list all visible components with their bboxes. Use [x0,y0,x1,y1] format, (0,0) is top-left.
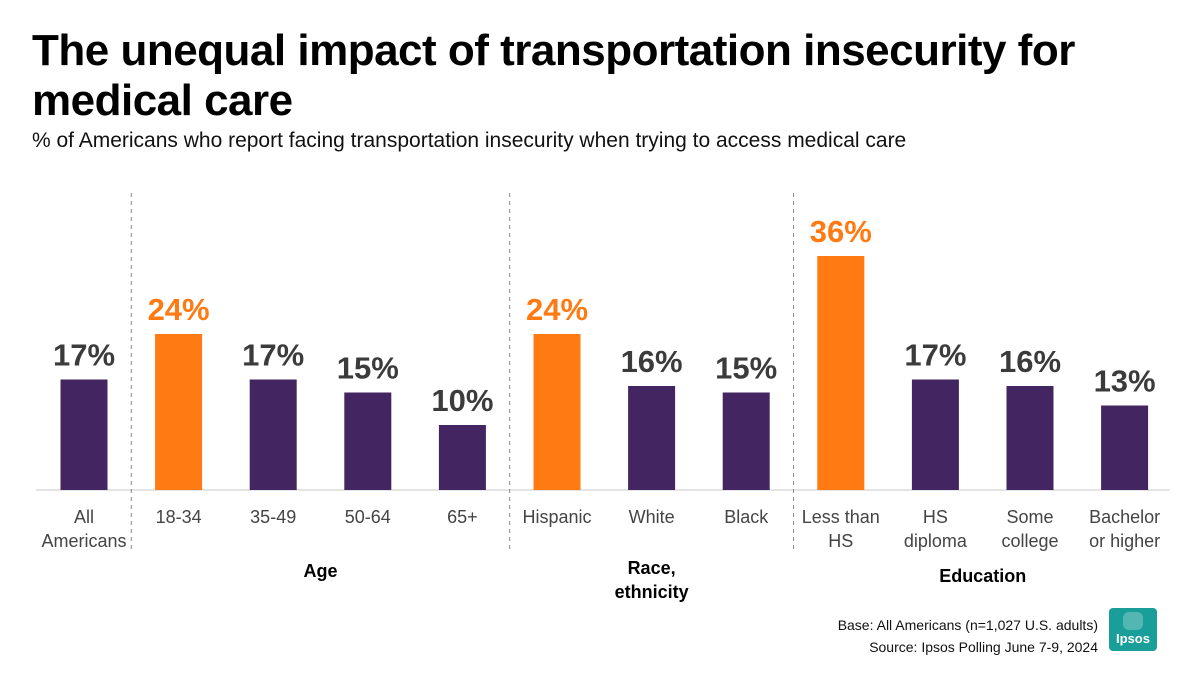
value-label: 15% [337,351,399,386]
value-label: 16% [621,344,683,379]
category-label: 35-49 [250,507,296,527]
logo-text: Ipsos [1116,631,1150,646]
category-label: diploma [904,531,968,551]
value-label: 24% [148,292,210,327]
bar [722,392,770,490]
bar [911,379,959,490]
value-label: 17% [242,338,304,373]
value-label: 17% [904,338,966,373]
value-label: 24% [526,292,588,327]
bar-chart: 17% All Americans 24% 18-34 17% 35-49 15% 50-64 1… [36,193,1170,602]
ipsos-logo: Ipsos [1109,608,1157,651]
bar [438,425,486,490]
chart-footer: Base: All Americans (n=1,027 U.S. adults… [838,614,1098,658]
category-label: Hispanic [522,507,591,527]
bar [628,386,676,490]
category-label: Black [724,507,769,527]
bar [533,334,581,490]
value-label: 10% [431,383,493,418]
category-label: or higher [1089,531,1160,551]
category-label: HS [828,531,853,551]
category-label: 65+ [447,507,478,527]
chart-subtitle: % of Americans who report facing transpo… [32,129,907,152]
bar [1006,386,1054,490]
value-label: 13% [1094,364,1156,399]
category-label: college [1001,531,1058,551]
category-label: 18-34 [156,507,202,527]
category-label: All [74,507,94,527]
bar [249,379,297,490]
group-label: Age [303,561,337,581]
category-label: Americans [41,531,126,551]
bar [1101,405,1149,490]
value-label: 17% [53,338,115,373]
category-label: HS [923,507,948,527]
bar [155,334,203,490]
chart-title: The unequal impact of transportation ins… [32,26,1075,125]
group-label: ethnicity [615,582,689,602]
value-label: 15% [715,351,777,386]
bar [60,379,108,490]
group-label: Race, [628,558,676,578]
category-label: Less than [802,507,880,527]
value-label: 36% [810,214,872,249]
bar [344,392,392,490]
group-label: Education [939,566,1026,586]
bar [817,256,865,490]
source-note: Source: Ipsos Polling June 7-9, 2024 [869,639,1098,655]
value-label: 16% [999,344,1061,379]
category-label: White [629,507,675,527]
category-label: 50-64 [345,507,391,527]
category-label: Bachelor [1089,507,1160,527]
category-label: Some [1006,507,1053,527]
base-note: Base: All Americans (n=1,027 U.S. adults… [837,617,1098,633]
